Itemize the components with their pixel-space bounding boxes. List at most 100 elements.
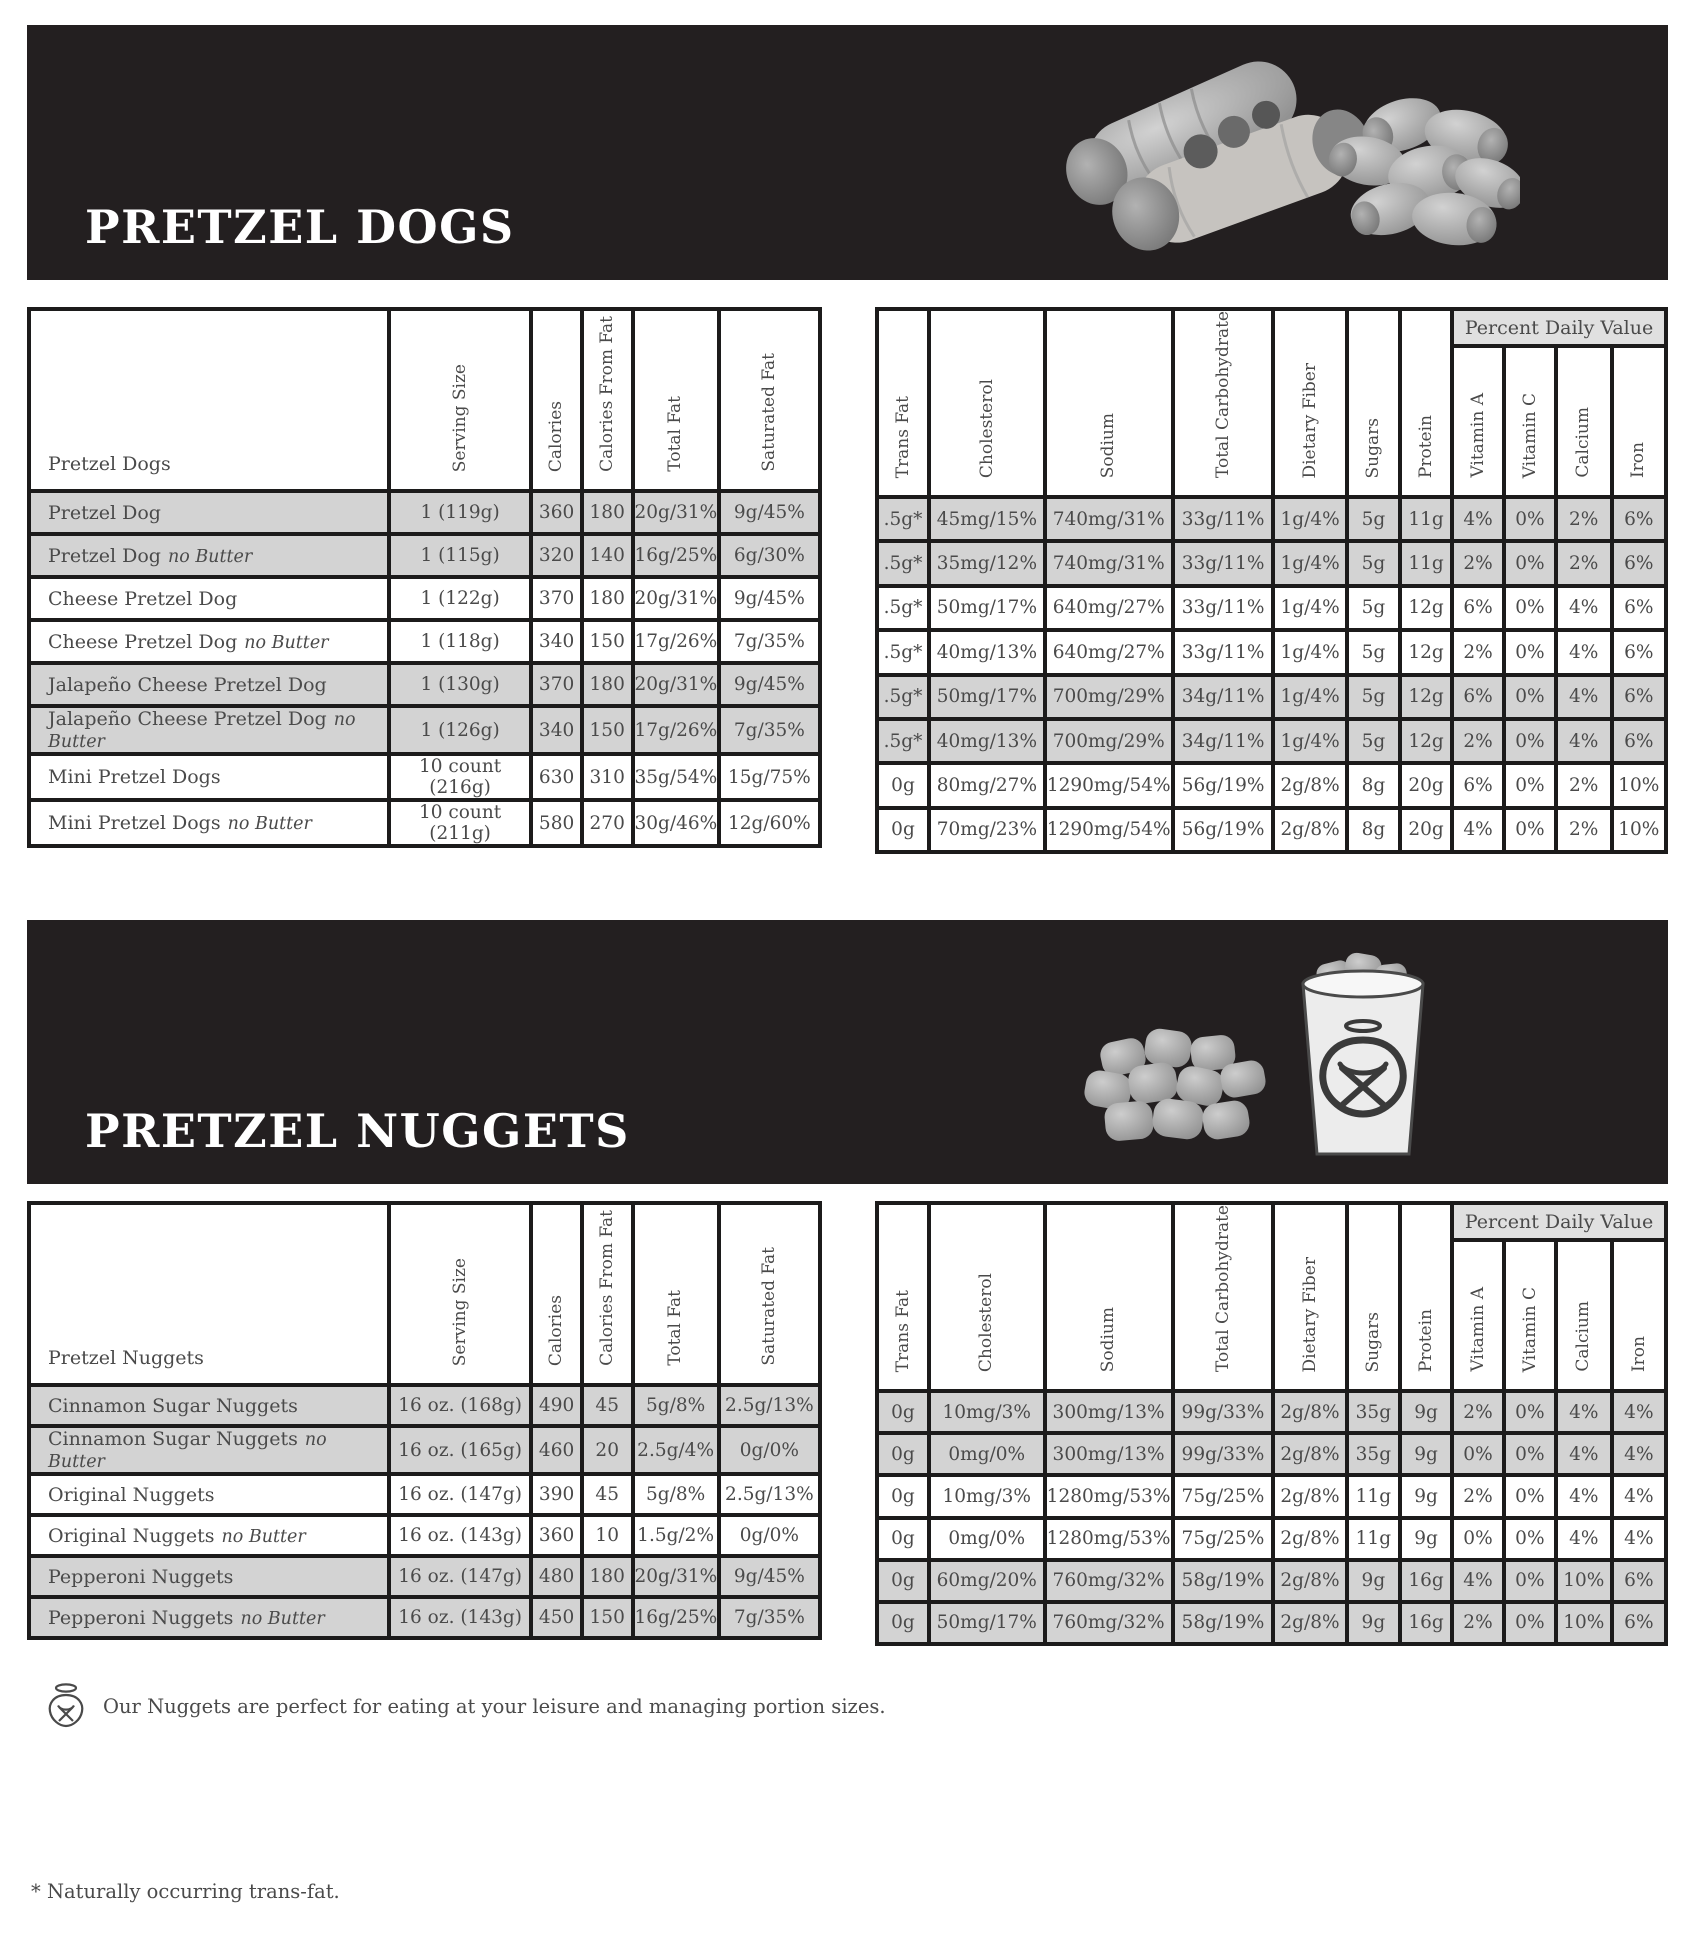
cell-saturated-fat: 9g/45% — [716, 489, 823, 536]
cell-total-carbohydrate: 33g/11% — [1170, 583, 1276, 633]
cell-protein: 16g — [1398, 1599, 1455, 1647]
column-header-calories-from-fat: Calories From Fat — [579, 1201, 635, 1387]
cell-protein: 9g — [1398, 1515, 1455, 1562]
cell-sugars: 5g — [1344, 495, 1403, 544]
cell-sodium: 740mg/31% — [1042, 495, 1175, 544]
cell-calcium: 2% — [1553, 495, 1614, 544]
cell-total-fat: 1.5g/2% — [630, 1513, 721, 1558]
cell-dietary-fiber: 1g/4% — [1271, 539, 1349, 588]
cell-serving-size: 1 (122g) — [386, 575, 534, 622]
cell-calories: 450 — [529, 1595, 584, 1640]
cell-cholesterol: 35mg/12% — [926, 539, 1047, 588]
cell-item-name: Cinnamon Sugar Nuggets no Butter — [27, 1424, 391, 1476]
cell-total-carbohydrate: 75g/25% — [1170, 1473, 1276, 1520]
column-header-calcium: Calcium — [1553, 1238, 1614, 1394]
table-row: 0g 10mg/3% 1280mg/53% 75g/25% 2g/8% 11g … — [875, 1473, 1669, 1520]
pretzel-nuggets-photo — [1083, 922, 1443, 1172]
pretzel-dogs-tables: Pretzel Dogs Serving Size Calories Calor… — [27, 306, 1669, 855]
cell-calories-from-fat: 45 — [579, 1383, 635, 1428]
cell-calories-from-fat: 45 — [579, 1472, 635, 1517]
cell-protein: 9g — [1398, 1473, 1455, 1520]
cell-iron: 10% — [1609, 805, 1669, 855]
cell-iron: 6% — [1609, 672, 1669, 721]
column-header-serving-size: Serving Size — [386, 307, 534, 493]
cell-iron: 10% — [1609, 761, 1669, 810]
cell-calcium: 2% — [1553, 761, 1614, 810]
pretzel-halo-icon — [45, 1682, 87, 1730]
cell-cholesterol: 40mg/13% — [926, 716, 1047, 766]
cell-trans-fat: .5g* — [875, 583, 931, 633]
cell-vitamin-a: 2% — [1450, 539, 1506, 588]
header-row: Trans Fat Cholesterol Sodium Total Carbo… — [875, 306, 1668, 500]
header-row: Pretzel Dogs Serving Size Calories Calor… — [27, 307, 823, 493]
cell-calcium: 4% — [1553, 716, 1614, 766]
cell-calories: 490 — [529, 1383, 584, 1428]
cell-item-name: Pepperoni Nuggets no Butter — [27, 1595, 391, 1640]
cell-sugars: 5g — [1344, 672, 1403, 721]
table-row: .5g* 45mg/15% 740mg/31% 33g/11% 1g/4% 5g… — [875, 495, 1669, 544]
cell-vitamin-c: 0% — [1501, 1599, 1558, 1647]
table-row: Pretzel Dog no Butter 1 (115g) 320 140 16… — [27, 532, 823, 579]
pretzel-nuggets-section: PRETZEL NUGGETS Pretzel Nuggets Serving … — [0, 920, 1695, 1730]
cell-protein: 12g — [1398, 628, 1455, 677]
cell-total-carbohydrate: 99g/33% — [1170, 1389, 1276, 1436]
table-row: .5g* 50mg/17% 640mg/27% 33g/11% 1g/4% 5g… — [875, 583, 1669, 633]
cell-dietary-fiber: 1g/4% — [1271, 495, 1349, 544]
cell-cholesterol: 0mg/0% — [926, 1515, 1047, 1562]
cell-vitamin-c: 0% — [1501, 495, 1558, 544]
cell-total-fat: 35g/54% — [630, 752, 721, 802]
column-header-vitamin-a: Vitamin A — [1450, 1238, 1506, 1394]
cell-vitamin-a: 4% — [1450, 805, 1506, 855]
cell-cholesterol: 10mg/3% — [926, 1473, 1047, 1520]
column-header-calories: Calories — [529, 307, 584, 493]
cell-calcium: 4% — [1553, 583, 1614, 633]
column-header-calcium: Calcium — [1553, 344, 1614, 500]
trans-fat-footnote: * Naturally occurring trans-fat. — [31, 1880, 340, 1903]
cell-item-name: Mini Pretzel Dogs no Butter — [27, 798, 391, 848]
cell-sodium: 740mg/31% — [1042, 539, 1175, 588]
table-row: Cinnamon Sugar Nuggets no Butter 16 oz. (… — [27, 1424, 823, 1476]
cell-total-fat: 16g/25% — [630, 532, 721, 579]
cell-sugars: 8g — [1344, 761, 1403, 810]
cell-calcium: 4% — [1553, 672, 1614, 721]
cell-protein: 20g — [1398, 761, 1455, 810]
cell-saturated-fat: 9g/45% — [716, 1554, 823, 1599]
cell-sugars: 5g — [1344, 583, 1403, 633]
column-header-calories: Calories — [529, 1201, 584, 1387]
cell-calories: 370 — [529, 575, 584, 622]
cell-serving-size: 10 count (216g) — [386, 752, 534, 802]
column-header-serving-size: Serving Size — [386, 1201, 534, 1387]
cell-item-name: Jalapeño Cheese Pretzel Dog no Butter — [27, 704, 391, 756]
column-header-cholesterol: Cholesterol — [926, 1200, 1047, 1394]
table-row: Original Nuggets 16 oz. (147g) 390 45 5g… — [27, 1472, 823, 1517]
column-header-saturated-fat: Saturated Fat — [716, 307, 823, 493]
cell-serving-size: 16 oz. (165g) — [386, 1424, 534, 1476]
cell-vitamin-a: 6% — [1450, 583, 1506, 633]
cell-sugars: 9g — [1344, 1557, 1403, 1604]
table-row: 0g 0mg/0% 1280mg/53% 75g/25% 2g/8% 11g 9… — [875, 1515, 1669, 1562]
cell-calories: 390 — [529, 1472, 584, 1517]
column-header-total-carbohydrate: Total Carbohydrate — [1170, 306, 1276, 500]
cell-protein: 12g — [1398, 583, 1455, 633]
cell-calories-from-fat: 140 — [579, 532, 635, 579]
cell-cholesterol: 70mg/23% — [926, 805, 1047, 855]
table-row: Pepperoni Nuggets 16 oz. (147g) 480 180 … — [27, 1554, 823, 1599]
cell-total-carbohydrate: 33g/11% — [1170, 539, 1276, 588]
cell-calories-from-fat: 150 — [579, 1595, 635, 1640]
cell-dietary-fiber: 2g/8% — [1271, 1473, 1349, 1520]
cell-sugars: 11g — [1344, 1473, 1403, 1520]
cell-saturated-fat: 2.5g/13% — [716, 1383, 823, 1428]
cell-calories-from-fat: 180 — [579, 489, 635, 536]
table-row: 0g 0mg/0% 300mg/13% 99g/33% 2g/8% 35g 9g… — [875, 1431, 1669, 1478]
cell-calories: 480 — [529, 1554, 584, 1599]
cell-dietary-fiber: 2g/8% — [1271, 1389, 1349, 1436]
pretzel-dogs-nutrition-table-left: Pretzel Dogs Serving Size Calories Calor… — [27, 307, 823, 848]
cell-serving-size: 1 (119g) — [386, 489, 534, 536]
cell-sodium: 300mg/13% — [1042, 1431, 1175, 1478]
cell-serving-size: 16 oz. (143g) — [386, 1513, 534, 1558]
cell-total-fat: 2.5g/4% — [630, 1424, 721, 1476]
cell-total-carbohydrate: 58g/19% — [1170, 1557, 1276, 1604]
pretzel-nuggets-nutrition-table-left: Pretzel Nuggets Serving Size Calories Ca… — [27, 1201, 823, 1640]
nuggets-footnote: Our Nuggets are perfect for eating at yo… — [45, 1682, 1668, 1730]
cell-calcium: 2% — [1553, 805, 1614, 855]
